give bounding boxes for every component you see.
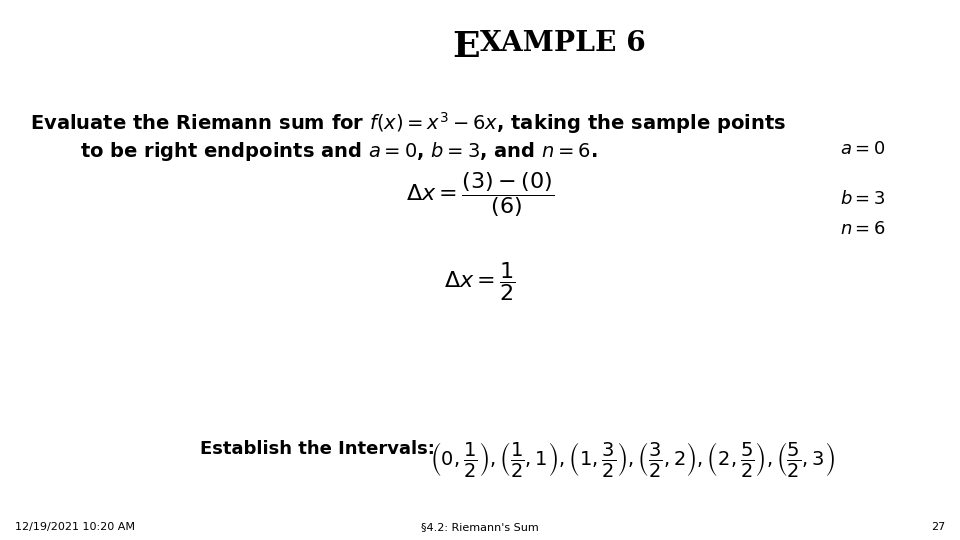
Text: 27: 27 <box>931 522 945 532</box>
Text: Evaluate the Riemann sum for $f(x) = x^3 - 6x$, taking the sample points: Evaluate the Riemann sum for $f(x) = x^3… <box>30 110 786 136</box>
Text: $n=6$: $n=6$ <box>840 220 886 238</box>
Text: $a=0$: $a=0$ <box>840 140 885 158</box>
Text: $b=3$: $b=3$ <box>840 190 885 208</box>
Text: §4.2: Riemann's Sum: §4.2: Riemann's Sum <box>421 522 539 532</box>
Text: $\left(0,\dfrac{1}{2}\right),\left(\dfrac{1}{2},1\right),\left(1,\dfrac{3}{2}\ri: $\left(0,\dfrac{1}{2}\right),\left(\dfra… <box>430 440 835 479</box>
Text: E: E <box>452 30 480 64</box>
Text: Establish the Intervals:: Establish the Intervals: <box>200 440 435 458</box>
Text: 12/19/2021 10:20 AM: 12/19/2021 10:20 AM <box>15 522 135 532</box>
Text: $\Delta x = \dfrac{(3)-(0)}{(6)}$: $\Delta x = \dfrac{(3)-(0)}{(6)}$ <box>406 170 554 219</box>
Text: to be right endpoints and $a = 0$, $b = 3$, and $n = 6$.: to be right endpoints and $a = 0$, $b = … <box>80 140 597 163</box>
Text: $\Delta x = \dfrac{1}{2}$: $\Delta x = \dfrac{1}{2}$ <box>444 260 516 303</box>
Text: XAMPLE 6: XAMPLE 6 <box>480 30 646 57</box>
